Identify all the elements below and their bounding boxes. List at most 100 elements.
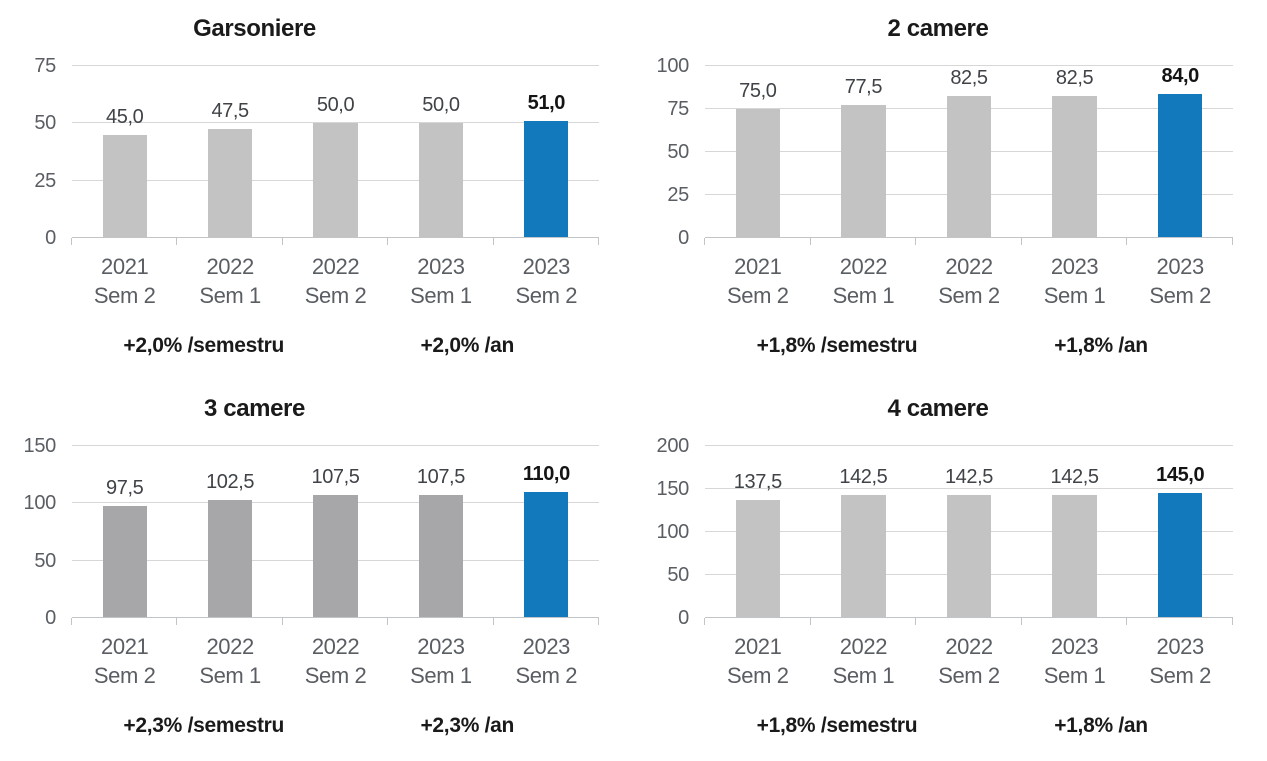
x-axis-line <box>72 617 599 618</box>
x-axis-tick <box>598 238 599 245</box>
gridline <box>705 488 1233 489</box>
bar <box>735 499 780 618</box>
x-axis-tick <box>71 238 72 245</box>
category-year: 2022 <box>311 634 360 659</box>
bar-value-label: 97,5 <box>106 477 144 500</box>
category-label: 2022 Sem 2 <box>916 632 1022 690</box>
bar <box>841 104 886 238</box>
category-label: 2021 Sem 2 <box>72 632 177 690</box>
growth-per-year: +2,0% /an <box>420 334 515 357</box>
category-year: 2022 <box>311 254 360 279</box>
chart-title: Garsoniere <box>193 15 316 42</box>
bar-cell: 110,0 <box>494 446 599 618</box>
bar-value-label: 137,5 <box>733 470 782 493</box>
bar-value-label: 47,5 <box>211 100 249 123</box>
bars-container: 137,5 142,5 142,5 142,5 145,0 <box>705 446 1233 618</box>
chart-2-camere: 2 camere 0 25 50 75 100 75,0 77,5 82,5 82,5 84,0… <box>633 0 1267 380</box>
category-semester: Sem 2 <box>727 283 789 308</box>
bar-cell: 107,5 <box>388 446 493 618</box>
growth-per-semester: +1,8% /semestru <box>756 714 918 737</box>
bar-value-label: 142,5 <box>944 466 994 489</box>
x-axis-tick <box>915 618 917 625</box>
y-tick-label: 150 <box>23 435 57 457</box>
category-label: 2021 Sem 2 <box>72 252 177 310</box>
bar-value-label: 102,5 <box>206 471 255 494</box>
y-tick-label: 25 <box>34 169 56 192</box>
bars-container: 97,5 102,5 107,5 107,5 110,0 <box>72 446 599 618</box>
growth-annotations: +2,3% /semestru +2,3% /an <box>10 714 599 738</box>
bar-cell: 82,5 <box>1022 66 1128 238</box>
category-semester: Sem 1 <box>199 283 261 308</box>
bar-value-label: 84,0 <box>1161 64 1200 87</box>
growth-per-year: +2,3% /an <box>420 714 515 737</box>
x-axis-tick <box>176 238 178 245</box>
category-label: 2023 Sem 2 <box>494 252 599 310</box>
x-axis-tick <box>492 238 494 245</box>
category-year: 2021 <box>101 254 149 279</box>
bar-value-label: 75,0 <box>739 80 777 102</box>
category-label: 2023 Sem 2 <box>494 632 599 690</box>
bar-value-label: 110,0 <box>522 462 570 485</box>
bar <box>1052 96 1097 238</box>
bar-cell: 50,0 <box>388 66 493 238</box>
y-axis: 0 25 50 75 <box>10 55 72 249</box>
growth-annotations: +1,8% /semestru +1,8% /an <box>643 334 1233 358</box>
y-tick-label: 50 <box>34 549 56 572</box>
y-tick-label: 0 <box>45 607 56 629</box>
category-label: 2021 Sem 2 <box>705 632 811 690</box>
plot-area: 137,5 142,5 142,5 142,5 145,0 <box>704 445 1233 625</box>
bar-value-label: 107,5 <box>416 465 465 488</box>
category-semester: Sem 2 <box>938 663 1000 688</box>
category-year: 2023 <box>522 634 571 659</box>
category-label: 2022 Sem 1 <box>177 632 282 690</box>
bar-cell: 142,5 <box>916 446 1022 618</box>
category-semester: Sem 1 <box>410 663 472 688</box>
category-semester: Sem 2 <box>938 283 1000 308</box>
x-axis-tick <box>281 238 283 245</box>
x-axis-tick <box>387 618 389 625</box>
bar-cell: 47,5 <box>177 66 282 238</box>
chart-4-camere: 4 camere 0 50 100 150 200 137,5 142,5 142,5 142… <box>633 380 1267 761</box>
bar <box>313 123 358 238</box>
bar-value-label: 142,5 <box>839 466 888 489</box>
y-axis: 0 50 100 150 200 <box>643 435 705 629</box>
chart-body: 0 25 50 75 45,0 47,5 50,0 50,0 51,0 <box>10 55 599 249</box>
category-semester: Sem 2 <box>1149 663 1211 688</box>
bar <box>418 123 464 238</box>
bar-cell: 102,5 <box>177 446 282 618</box>
bar-value-label: 145,0 <box>1156 464 1205 487</box>
bars-container: 75,0 77,5 82,5 82,5 84,0 <box>705 65 1233 238</box>
growth-annotations: +2,0% /semestru +2,0% /an <box>10 334 599 358</box>
category-semester: Sem 1 <box>410 283 472 308</box>
bar-cell: 51,0 <box>494 66 599 238</box>
y-tick-label: 50 <box>667 564 689 586</box>
category-semester: Sem 2 <box>304 663 367 688</box>
y-tick-label: 100 <box>656 521 690 543</box>
bar-value-label: 107,5 <box>311 465 360 488</box>
category-label: 2022 Sem 1 <box>811 252 917 310</box>
category-year: 2023 <box>522 254 571 279</box>
bar-value-label: 45,0 <box>106 105 144 128</box>
bar-cell: 137,5 <box>705 446 811 618</box>
chart-title: 4 camere <box>887 395 989 422</box>
category-year: 2022 <box>839 634 888 659</box>
chart-garsoniere: Garsoniere 0 25 50 75 45,0 47,5 50,0 50,0 51,0 … <box>0 0 633 380</box>
bar-cell: 50,0 <box>283 66 388 238</box>
category-label: 2021 Sem 2 <box>705 252 811 310</box>
category-semester: Sem 2 <box>727 663 789 688</box>
x-axis-tick <box>1020 618 1022 625</box>
category-semester: Sem 1 <box>1043 663 1106 688</box>
chart-body: 0 50 100 150 97,5 102,5 107,5 107,5 110,0 <box>10 435 599 629</box>
category-year: 2022 <box>206 254 254 279</box>
x-axis-line <box>705 617 1233 618</box>
x-axis-tick <box>704 238 705 245</box>
x-axis-tick <box>387 238 389 245</box>
bar-cell: 77,5 <box>811 66 917 238</box>
chart-title: 2 camere <box>887 15 989 42</box>
category-year: 2022 <box>945 254 993 279</box>
category-year: 2022 <box>206 634 254 659</box>
plot-area: 45,0 47,5 50,0 50,0 51,0 <box>71 65 599 245</box>
x-axis-tick <box>598 618 599 625</box>
highlighted-bar <box>1157 493 1203 618</box>
